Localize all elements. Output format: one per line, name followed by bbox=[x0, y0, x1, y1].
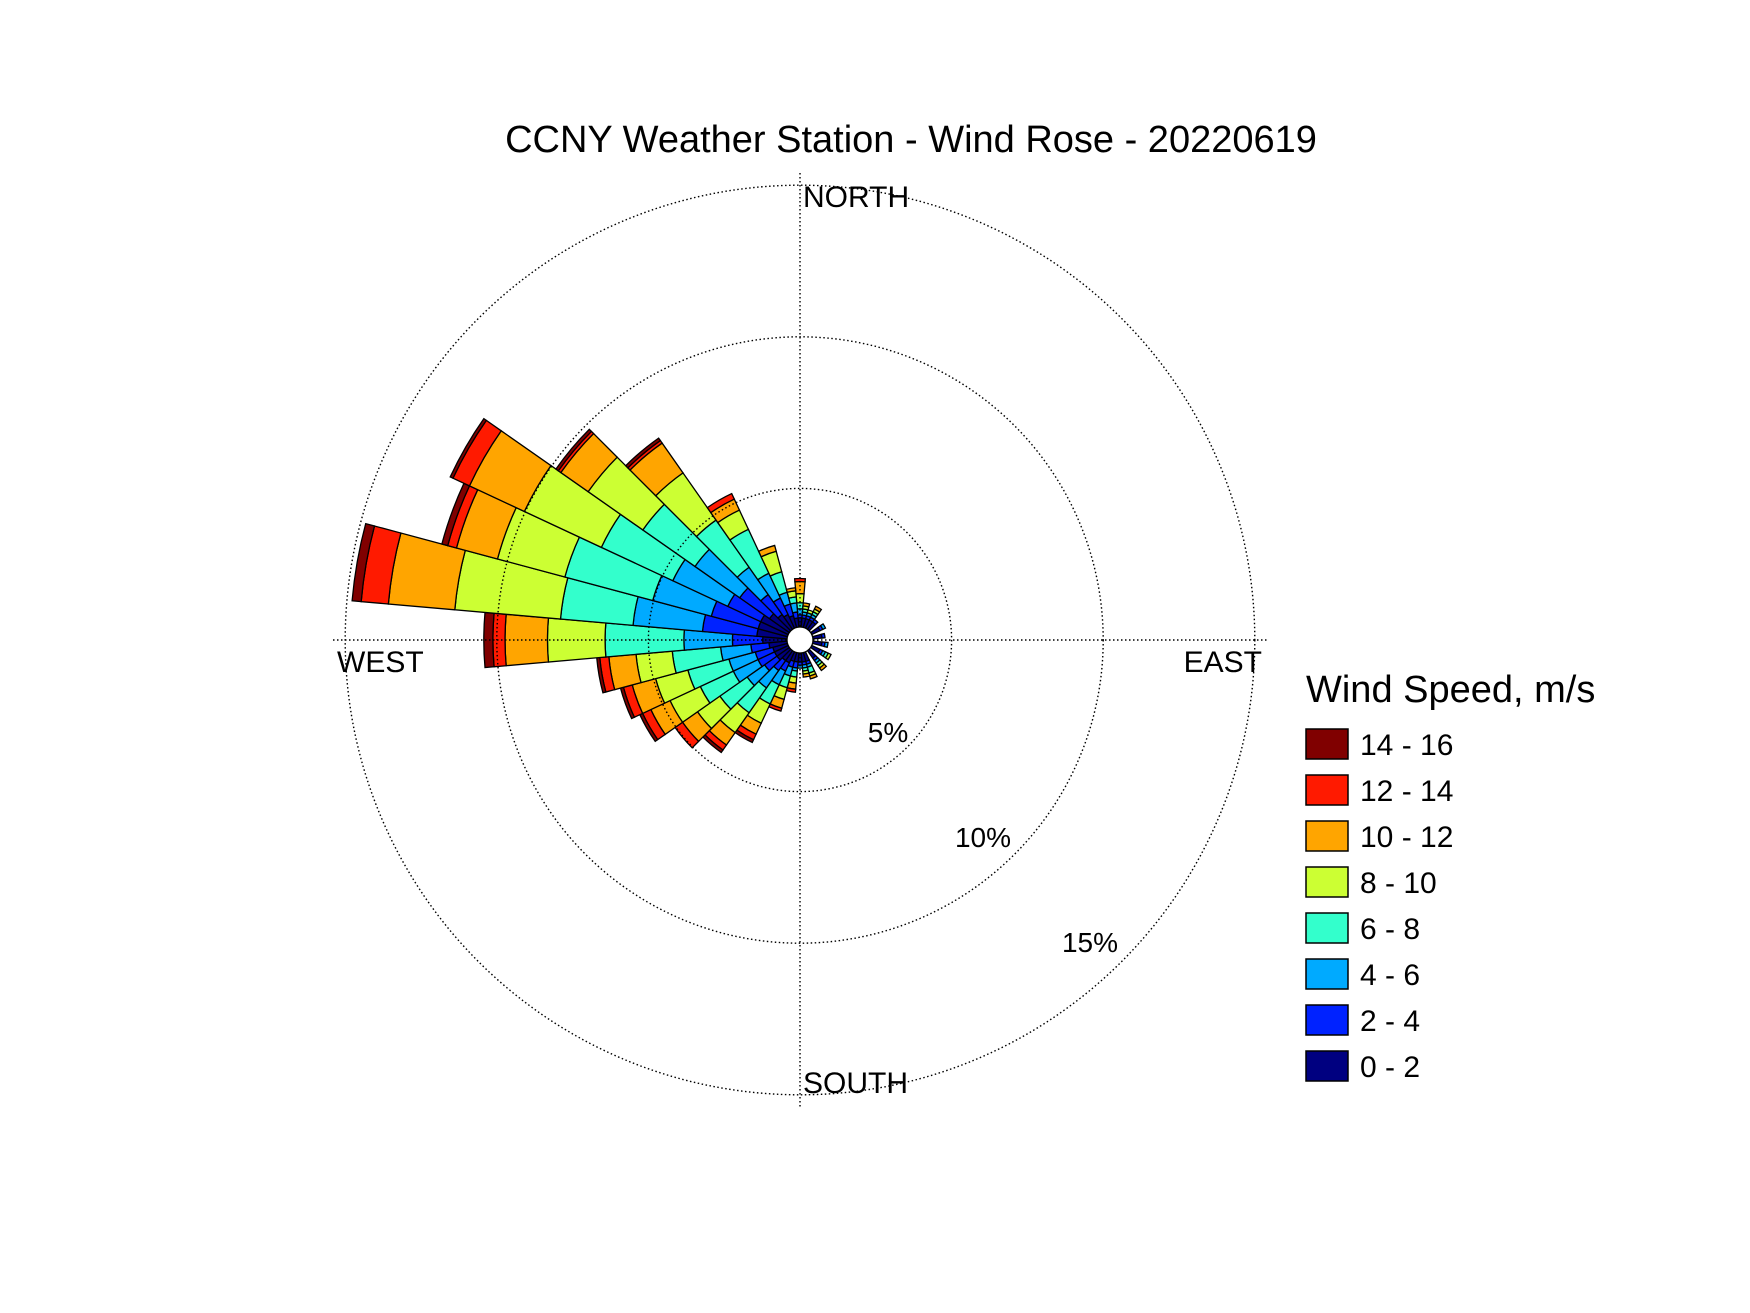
wedge-300deg-bin-7 bbox=[449, 417, 488, 480]
legend-label-1: 12 - 14 bbox=[1360, 775, 1453, 808]
wedge-140deg-bin-5 bbox=[818, 663, 828, 672]
grid-ring-10 bbox=[496, 336, 1104, 944]
legend: Wind Speed, m/s 14 - 16 12 - 14 10 - 12 8 -… bbox=[1305, 669, 1595, 1084]
label-north: NORTH bbox=[803, 181, 909, 214]
wedge-340deg-bin-5 bbox=[757, 544, 778, 558]
legend-swatch-6 bbox=[1305, 1004, 1349, 1036]
legend-swatch-1 bbox=[1305, 774, 1349, 806]
wedge-160deg-bin-5 bbox=[808, 672, 818, 680]
chart-title: CCNY Weather Station - Wind Rose - 20220… bbox=[505, 119, 1317, 161]
ring-label-10: 10% bbox=[955, 822, 1011, 853]
legend-label-6: 2 - 4 bbox=[1360, 1005, 1420, 1038]
wedge-80deg-bin-1 bbox=[820, 632, 826, 639]
ring-label-15: 15% bbox=[1062, 927, 1118, 958]
wedge-350deg-bin-5 bbox=[785, 587, 797, 594]
legend-title: Wind Speed, m/s bbox=[1306, 669, 1595, 711]
wedge-270deg-bin-6 bbox=[492, 612, 507, 668]
wedge-40deg-bin-1 bbox=[811, 618, 819, 626]
wind-rose-wedges bbox=[351, 417, 832, 754]
legend-label-2: 10 - 12 bbox=[1360, 821, 1453, 854]
label-west: WEST bbox=[337, 646, 424, 679]
legend-label-4: 6 - 8 bbox=[1360, 913, 1420, 946]
wedge-30deg-bin-5 bbox=[813, 605, 823, 613]
label-south: SOUTH bbox=[803, 1067, 908, 1100]
wedge-100deg-bin-0 bbox=[811, 640, 823, 647]
wedge-0deg-bin-6 bbox=[793, 577, 807, 583]
legend-label-5: 4 - 6 bbox=[1360, 959, 1420, 992]
legend-label-7: 0 - 2 bbox=[1360, 1051, 1420, 1084]
wedge-330deg-bin-6 bbox=[706, 492, 736, 514]
legend-label-0: 14 - 16 bbox=[1360, 729, 1453, 762]
wedge-310deg-bin-7 bbox=[554, 428, 593, 472]
ring-label-5: 5% bbox=[868, 717, 908, 748]
wedge-280deg-bin-7 bbox=[351, 522, 376, 603]
calm-center bbox=[786, 626, 814, 654]
wedge-120deg-bin-4 bbox=[824, 652, 832, 661]
legend-swatch-0 bbox=[1305, 728, 1349, 760]
wedge-170deg-bin-5 bbox=[802, 672, 811, 678]
legend-swatch-7 bbox=[1305, 1050, 1349, 1082]
polar-grid bbox=[333, 173, 1267, 1107]
wedge-10deg-bin-5 bbox=[802, 602, 811, 608]
legend-swatch-3 bbox=[1305, 866, 1349, 898]
legend-swatch-2 bbox=[1305, 820, 1349, 852]
wedge-80deg-bin-0 bbox=[811, 633, 823, 640]
legend-label-3: 8 - 10 bbox=[1360, 867, 1437, 900]
wedge-100deg-bin-2 bbox=[823, 641, 829, 649]
grid-ring-5 bbox=[647, 487, 953, 793]
wedge-320deg-bin-7 bbox=[624, 437, 662, 469]
wedge-60deg-bin-2 bbox=[819, 622, 827, 631]
legend-swatch-4 bbox=[1305, 912, 1349, 944]
legend-swatch-5 bbox=[1305, 958, 1349, 990]
label-east: EAST bbox=[1184, 646, 1262, 679]
